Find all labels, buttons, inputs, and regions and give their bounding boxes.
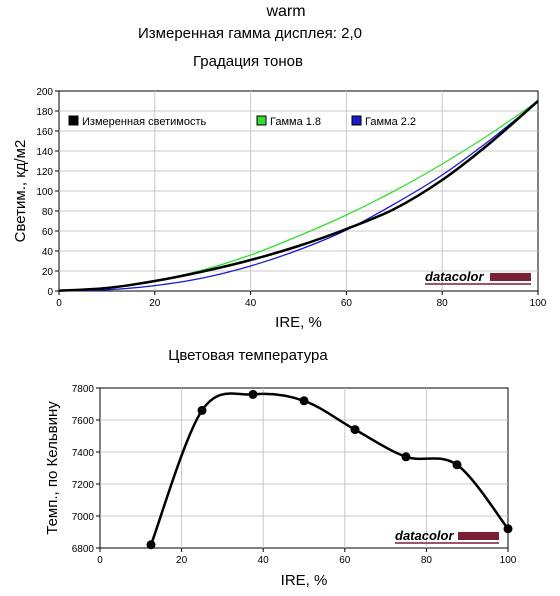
y-tick-label: 7600 (72, 416, 95, 427)
temperature-point-4 (350, 425, 360, 435)
plot-area-1 (99, 387, 509, 549)
x-tick-label: 80 (437, 298, 449, 309)
x-tick-label: 0 (97, 555, 103, 566)
legend-label-2: Гамма 2.2 (365, 116, 416, 128)
temperature-point-7 (503, 524, 513, 534)
x-tick-label: 20 (176, 555, 188, 566)
y-tick-label: 20 (42, 267, 54, 278)
legend-swatch-1 (256, 115, 267, 126)
x-tick-label: 20 (149, 298, 161, 309)
tone-chart-title: Градация тонов (193, 53, 303, 70)
temperature-point-3 (299, 396, 309, 406)
datacolor-logo-bar (490, 272, 531, 281)
temperature-point-5 (401, 452, 411, 462)
y-tick-label: 180 (36, 107, 53, 118)
x-tick-label: 100 (500, 555, 517, 566)
datacolor-logo: datacolor (425, 269, 531, 285)
legend-label-1: Гамма 1.8 (270, 116, 321, 128)
y-tick-label: 0 (47, 287, 53, 298)
x-tick-label: 80 (421, 555, 433, 566)
y-tick-label: 7800 (72, 384, 95, 395)
y-axis-label: Темп., по Кельвину (44, 401, 61, 535)
datacolor-logo: datacolor (395, 528, 499, 544)
y-tick-label: 100 (36, 187, 53, 198)
y-tick-label: 7400 (72, 448, 95, 459)
x-tick-label: 60 (339, 555, 351, 566)
temperature-point-6 (452, 460, 462, 470)
temp-chart-title: Цветовая температура (168, 347, 328, 364)
datacolor-logo-text: datacolor (425, 269, 484, 284)
x-axis-label: IRE, % (281, 572, 328, 589)
y-tick-label: 140 (36, 147, 53, 158)
y-tick-label: 7200 (72, 480, 95, 491)
legend-swatch-0 (68, 115, 79, 126)
x-tick-label: 100 (530, 298, 547, 309)
y-axis-label: Светим., кд/м2 (12, 140, 29, 243)
datacolor-logo-bar (458, 531, 499, 540)
y-tick-label: 200 (36, 87, 53, 98)
y-tick-label: 40 (42, 247, 54, 258)
series-line-0 (58, 100, 539, 293)
datacolor-logo-text: datacolor (395, 528, 454, 543)
temperature-point-1 (197, 405, 207, 415)
y-tick-label: 6800 (72, 544, 95, 555)
legend-swatch-2 (351, 115, 362, 126)
y-tick-label: 7000 (72, 512, 95, 523)
y-tick-label: 120 (36, 167, 53, 178)
y-tick-label: 80 (42, 207, 54, 218)
legend-label-0: Измеренная светимость (82, 116, 207, 128)
x-tick-label: 0 (56, 298, 62, 309)
temperature-point-0 (146, 540, 156, 550)
y-tick-label: 160 (36, 127, 53, 138)
measured-gamma: Измеренная гамма дисплея: 2,0 (138, 25, 362, 42)
series-line-2 (58, 100, 539, 292)
x-tick-label: 40 (245, 298, 257, 309)
x-axis-label: IRE, % (275, 314, 322, 331)
profile-name: warm (266, 3, 306, 20)
temperature-point-2 (248, 389, 258, 399)
x-tick-label: 40 (258, 555, 270, 566)
x-tick-label: 60 (341, 298, 353, 309)
y-tick-label: 60 (42, 227, 54, 238)
